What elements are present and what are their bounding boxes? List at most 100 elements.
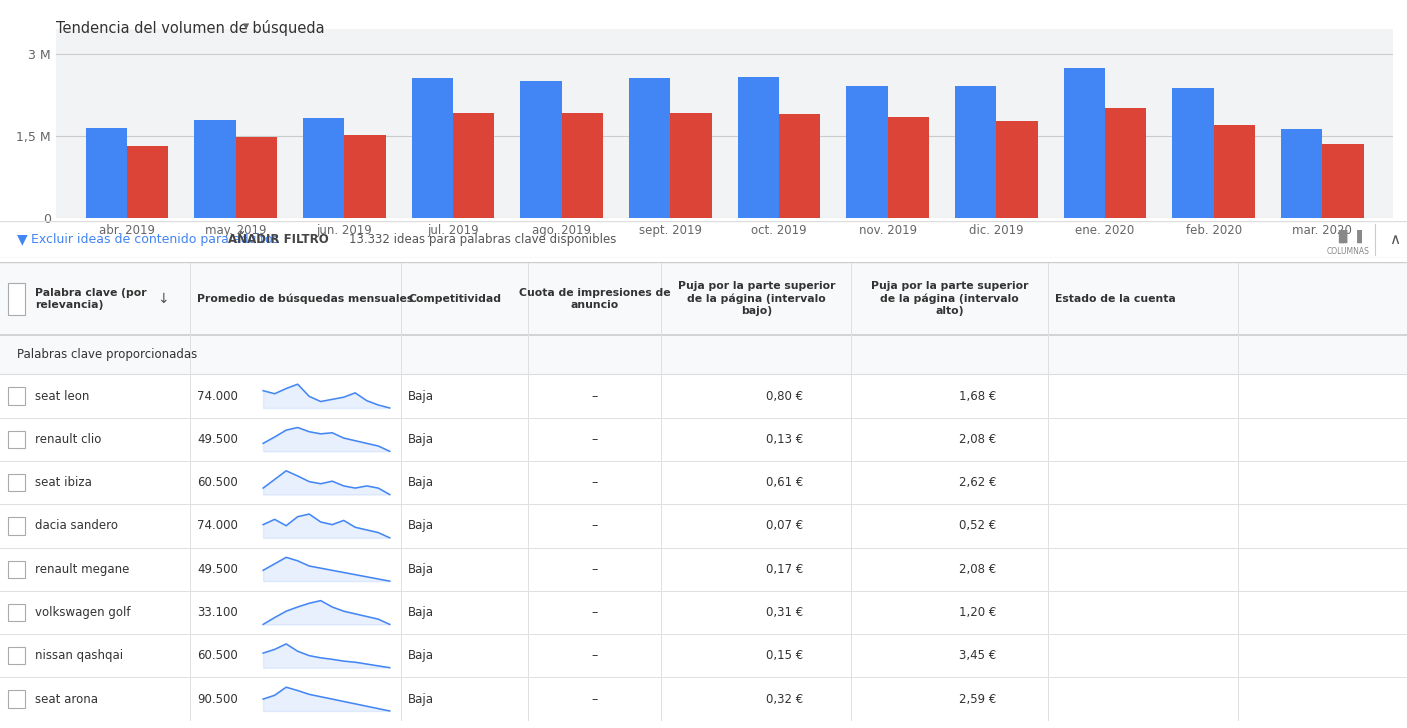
Text: 1,20 €: 1,20 € — [960, 606, 996, 619]
Text: COLUMNAS: COLUMNAS — [1327, 247, 1369, 256]
Text: 0,52 €: 0,52 € — [960, 520, 996, 532]
Bar — [303, 118, 345, 218]
Text: ∧: ∧ — [1389, 232, 1400, 247]
Bar — [194, 119, 235, 218]
Text: Baja: Baja — [408, 692, 433, 705]
Text: 3,45 €: 3,45 € — [960, 649, 996, 662]
Bar — [8, 387, 25, 405]
Bar — [670, 113, 712, 218]
Text: –: – — [591, 389, 598, 403]
Bar — [1064, 68, 1104, 218]
Text: 0,61 €: 0,61 € — [765, 476, 803, 489]
Text: –: – — [591, 520, 598, 532]
Text: 2,08 €: 2,08 € — [960, 563, 996, 576]
Text: 1,68 €: 1,68 € — [960, 389, 996, 403]
Bar — [955, 86, 996, 218]
Bar — [0, 336, 1407, 374]
Text: ▾: ▾ — [243, 20, 249, 33]
Bar — [737, 77, 779, 218]
Text: Baja: Baja — [408, 433, 433, 446]
Bar — [345, 135, 386, 218]
Text: –: – — [591, 649, 598, 662]
Text: 0,17 €: 0,17 € — [765, 563, 803, 576]
Text: nissan qashqai: nissan qashqai — [35, 649, 124, 662]
Text: –: – — [591, 692, 598, 705]
Text: Competitividad: Competitividad — [408, 294, 501, 304]
Bar — [561, 113, 602, 218]
Text: ▐▌▐: ▐▌▐ — [1334, 230, 1362, 243]
Text: –: – — [591, 433, 598, 446]
Bar — [8, 647, 25, 665]
Text: volkswagen golf: volkswagen golf — [35, 606, 131, 619]
Bar — [8, 518, 25, 534]
Bar — [888, 117, 929, 218]
Text: –: – — [591, 476, 598, 489]
Text: renault megane: renault megane — [35, 563, 129, 576]
Bar — [1323, 144, 1363, 218]
Text: seat ibiza: seat ibiza — [35, 476, 91, 489]
Text: seat arona: seat arona — [35, 692, 98, 705]
Bar — [235, 137, 277, 218]
Text: Baja: Baja — [408, 649, 433, 662]
Text: 0,13 €: 0,13 € — [765, 433, 803, 446]
Bar — [1280, 129, 1323, 218]
Text: 0,15 €: 0,15 € — [765, 649, 803, 662]
Text: 0,07 €: 0,07 € — [765, 520, 803, 532]
Bar — [1104, 108, 1147, 218]
Text: AÑADIR FILTRO: AÑADIR FILTRO — [228, 233, 329, 246]
Bar — [8, 561, 25, 578]
Text: ↓: ↓ — [158, 292, 169, 306]
Text: Puja por la parte superior
de la página (intervalo
alto): Puja por la parte superior de la página … — [871, 281, 1029, 317]
Bar — [8, 282, 25, 314]
Text: renault clio: renault clio — [35, 433, 101, 446]
Bar — [629, 79, 670, 218]
Bar — [0, 262, 1407, 336]
Text: Tendencia del volumen de búsqueda: Tendencia del volumen de búsqueda — [56, 20, 325, 36]
Text: 74.000: 74.000 — [197, 389, 238, 403]
Text: 49.500: 49.500 — [197, 563, 238, 576]
Text: Baja: Baja — [408, 389, 433, 403]
Text: ▼: ▼ — [17, 232, 28, 247]
Bar — [8, 474, 25, 491]
Bar — [453, 113, 494, 218]
Bar — [8, 431, 25, 448]
Bar — [8, 690, 25, 708]
Text: Palabras clave proporcionadas: Palabras clave proporcionadas — [17, 349, 197, 362]
Bar — [127, 146, 169, 218]
Bar — [1214, 125, 1255, 218]
Text: Baja: Baja — [408, 476, 433, 489]
Text: Promedio de búsquedas mensuales: Promedio de búsquedas mensuales — [197, 293, 414, 304]
Bar — [8, 604, 25, 621]
Text: 90.500: 90.500 — [197, 692, 238, 705]
Text: 2,59 €: 2,59 € — [960, 692, 996, 705]
Text: 60.500: 60.500 — [197, 649, 238, 662]
Bar — [521, 82, 561, 218]
Text: –: – — [591, 563, 598, 576]
Text: Cuota de impresiones de
anuncio: Cuota de impresiones de anuncio — [519, 288, 670, 310]
Text: 2,62 €: 2,62 € — [960, 476, 996, 489]
Bar — [779, 114, 820, 218]
Bar — [996, 121, 1037, 218]
Text: 60.500: 60.500 — [197, 476, 238, 489]
Text: Baja: Baja — [408, 520, 433, 532]
Text: –: – — [591, 606, 598, 619]
Text: Baja: Baja — [408, 606, 433, 619]
Text: Puja por la parte superior
de la página (intervalo
bajo): Puja por la parte superior de la página … — [678, 281, 834, 317]
Text: seat leon: seat leon — [35, 389, 90, 403]
Bar — [847, 86, 888, 218]
Text: Excluir ideas de contenido para adultos: Excluir ideas de contenido para adultos — [31, 233, 279, 246]
Text: 2,08 €: 2,08 € — [960, 433, 996, 446]
Text: 33.100: 33.100 — [197, 606, 238, 619]
Text: 49.500: 49.500 — [197, 433, 238, 446]
Text: dacia sandero: dacia sandero — [35, 520, 118, 532]
Text: Palabra clave (por
relevancia): Palabra clave (por relevancia) — [35, 288, 146, 310]
Text: Baja: Baja — [408, 563, 433, 576]
Bar — [86, 128, 127, 218]
Text: 13.332 ideas para palabras clave disponibles: 13.332 ideas para palabras clave disponi… — [349, 233, 616, 246]
Text: 0,31 €: 0,31 € — [765, 606, 803, 619]
Text: Estado de la cuenta: Estado de la cuenta — [1055, 294, 1176, 304]
Text: 0,80 €: 0,80 € — [765, 389, 803, 403]
Bar — [1172, 88, 1214, 218]
Text: 0,32 €: 0,32 € — [765, 692, 803, 705]
Text: 74.000: 74.000 — [197, 520, 238, 532]
